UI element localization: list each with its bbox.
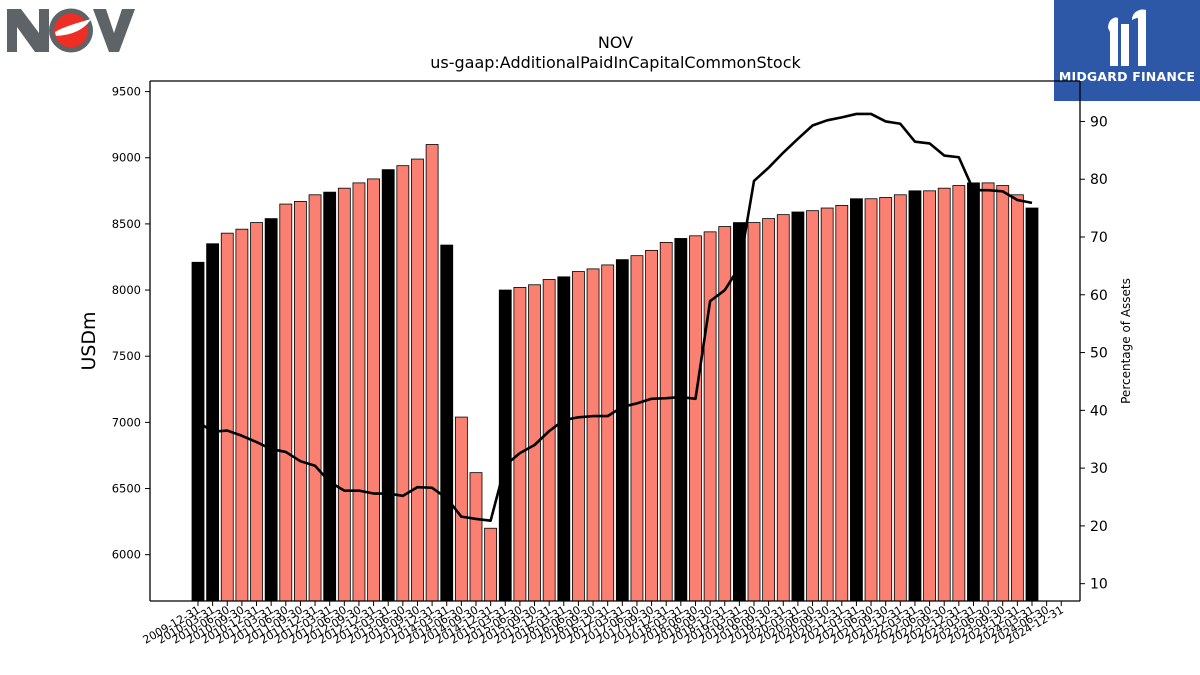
bar — [542, 279, 556, 602]
y-ticks: 6000 6500 7000 7500 8000 8500 9000 9500 — [112, 85, 150, 562]
y2-tick-label: 40 — [1090, 403, 1108, 419]
bar — [440, 244, 454, 602]
bar — [908, 190, 922, 602]
midgard-finance-logo: MIDGARD FINANCE — [1054, 0, 1200, 101]
bar — [732, 222, 746, 602]
y-tick-label: 9500 — [112, 85, 141, 99]
bars-layer — [191, 144, 1039, 602]
bar — [893, 194, 907, 602]
y2-tick-label: 90 — [1090, 114, 1108, 130]
y-tick-label: 9000 — [112, 151, 141, 165]
y2-tick-label: 50 — [1090, 346, 1108, 362]
bar — [323, 191, 337, 602]
bar — [454, 416, 468, 602]
bar — [645, 249, 658, 602]
bar — [937, 187, 951, 602]
bar — [747, 222, 761, 602]
bar — [557, 276, 571, 602]
bar — [820, 207, 834, 602]
bar — [411, 158, 424, 602]
bar — [601, 264, 615, 602]
y-tick-label: 7500 — [112, 349, 141, 363]
bar — [235, 228, 249, 602]
y-tick-label: 6000 — [112, 548, 141, 562]
bar — [996, 185, 1010, 602]
bar — [967, 182, 980, 602]
y2-tick-label: 70 — [1090, 230, 1108, 246]
bar — [674, 238, 688, 602]
bar — [850, 198, 863, 602]
chart-subtitle: us-gaap:AdditionalPaidInCapitalCommonSto… — [430, 53, 801, 72]
line-layer — [197, 112, 1033, 522]
bar — [762, 218, 776, 602]
bar — [264, 218, 278, 602]
bar — [615, 259, 629, 602]
bar — [1025, 207, 1039, 602]
axes-layer — [149, 80, 1081, 602]
bar — [484, 527, 498, 602]
y-tick-label: 8500 — [112, 217, 141, 231]
bar — [308, 194, 322, 602]
bar — [498, 289, 512, 602]
bar — [864, 198, 878, 602]
bar — [835, 204, 849, 602]
bar — [703, 231, 717, 602]
bar — [381, 169, 395, 602]
y2-tick-label: 60 — [1090, 288, 1108, 304]
bar — [352, 182, 366, 602]
y2-tick-label: 20 — [1090, 519, 1108, 535]
bar — [528, 284, 541, 602]
bar — [981, 182, 995, 602]
bar — [367, 178, 380, 602]
bar — [513, 287, 527, 602]
bar — [630, 255, 644, 602]
bar — [191, 261, 205, 602]
bar — [791, 211, 805, 602]
bar — [294, 201, 307, 602]
y2-tick-label: 10 — [1090, 577, 1108, 593]
bar — [469, 472, 483, 602]
y2-ticks: 10 20 30 40 50 60 70 80 90 — [1080, 114, 1108, 593]
y2-tick-label: 30 — [1090, 461, 1108, 477]
bar — [396, 165, 410, 602]
midgard-finance-wordmark: MIDGARD FINANCE — [1058, 69, 1196, 84]
bar — [1010, 194, 1024, 602]
y-tick-label: 7000 — [112, 415, 141, 429]
bar — [572, 271, 585, 602]
bar — [586, 268, 600, 602]
x-ticks: 2009-12-312010-03-312010-06-302010-09-30… — [141, 601, 1066, 647]
y-axis-label: USDm — [78, 311, 100, 370]
bar — [952, 185, 966, 602]
y-tick-label: 6500 — [112, 482, 141, 496]
bar — [250, 222, 263, 602]
bar — [689, 235, 702, 602]
bar — [279, 203, 293, 602]
y2-axis-label: Percentage of Assets — [1119, 278, 1133, 404]
midgard-emblem-icon — [1108, 9, 1146, 66]
bar — [806, 210, 819, 602]
nov-logo — [7, 8, 135, 53]
bar — [337, 187, 351, 602]
bar — [879, 197, 893, 602]
bar — [220, 232, 234, 602]
percentage-of-assets-line — [197, 112, 1033, 522]
bar — [659, 242, 673, 602]
chart-title: NOV — [598, 33, 633, 52]
bar — [206, 243, 220, 602]
bar — [923, 190, 936, 602]
y2-tick-label: 80 — [1090, 172, 1108, 188]
y-tick-label: 8000 — [112, 283, 141, 297]
bar — [425, 144, 439, 602]
bar — [776, 214, 790, 602]
